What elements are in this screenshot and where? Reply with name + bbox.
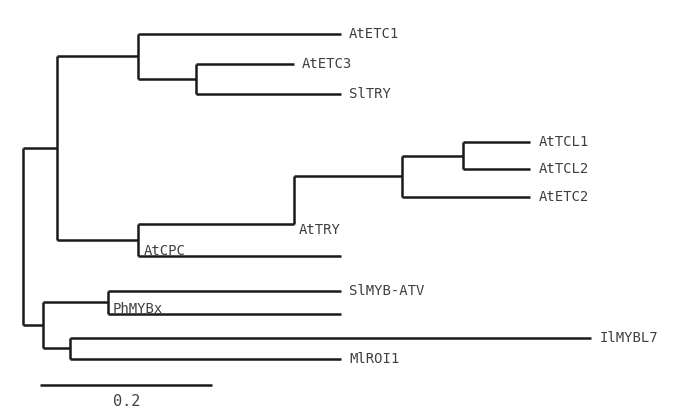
Text: IlMYBL7: IlMYBL7: [599, 331, 658, 345]
Text: AtTCL2: AtTCL2: [539, 161, 589, 176]
Text: PhMYBx: PhMYBx: [113, 302, 163, 316]
Text: MlROI1: MlROI1: [349, 352, 400, 366]
Text: SlTRY: SlTRY: [349, 87, 391, 100]
Text: AtETC2: AtETC2: [539, 190, 589, 204]
Text: AtETC1: AtETC1: [349, 27, 400, 41]
Text: SlMYB-ATV: SlMYB-ATV: [349, 284, 424, 298]
Text: AtETC3: AtETC3: [301, 57, 352, 71]
Text: 0.2: 0.2: [113, 394, 140, 409]
Text: AtTRY: AtTRY: [299, 223, 341, 237]
Text: AtCPC: AtCPC: [143, 244, 186, 258]
Text: AtTCL1: AtTCL1: [539, 135, 589, 150]
